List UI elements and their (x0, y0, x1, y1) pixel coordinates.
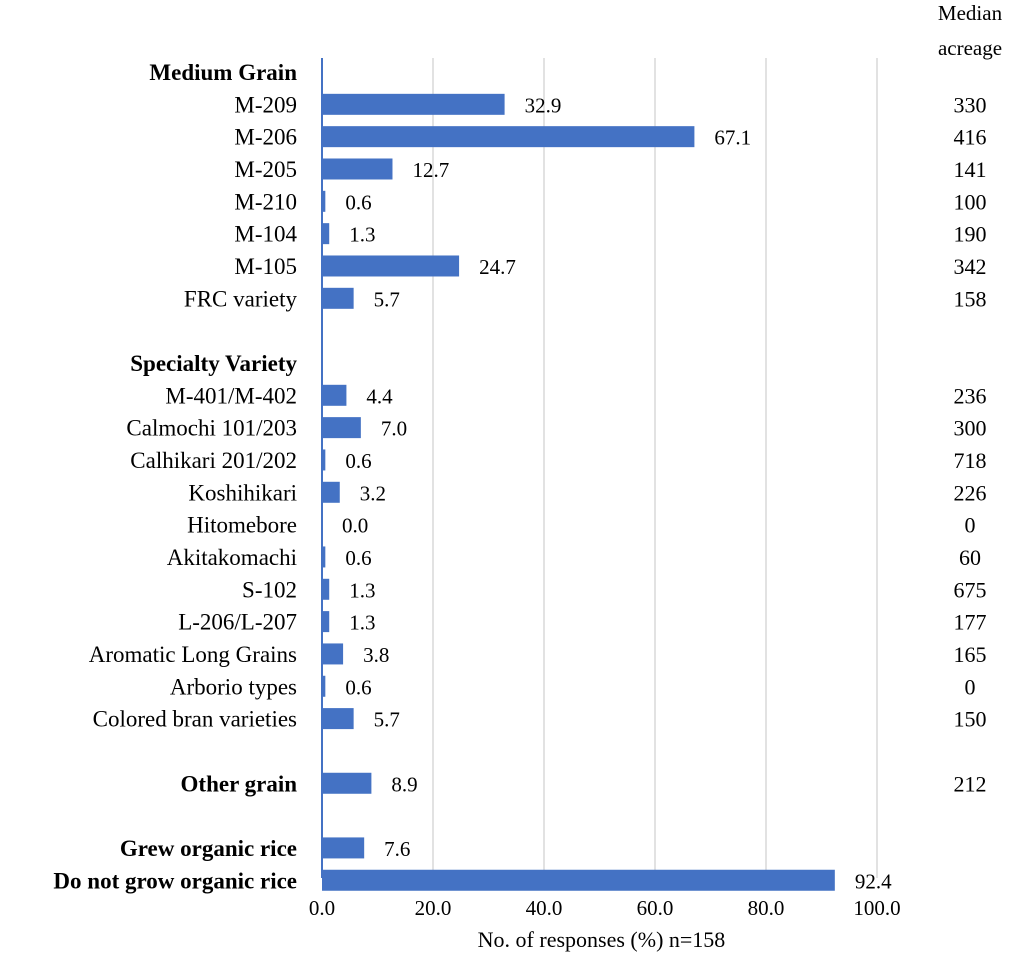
data-label: 0.6 (345, 190, 371, 214)
data-label: 5.7 (374, 287, 400, 311)
median-acreage-value: 177 (954, 610, 987, 635)
bar (322, 869, 835, 891)
data-label: 3.8 (363, 643, 389, 667)
data-label: 12.7 (412, 158, 449, 182)
median-acreage-value: 165 (954, 642, 987, 667)
bar (322, 611, 330, 633)
median-acreage-value: 212 (954, 771, 987, 796)
data-label: 1.3 (349, 578, 375, 602)
x-tick-labels: 0.0 20.0 40.0 60.0 80.0 100.0 (309, 896, 901, 920)
category-label: Colored bran varieties (93, 707, 297, 732)
data-label: 7.0 (381, 417, 407, 441)
median-acreage-value: 718 (954, 448, 987, 473)
data-label: 0.6 (345, 675, 371, 699)
median-acreage-value: 141 (954, 157, 987, 182)
bar (322, 417, 361, 439)
category-label: Hitomebore (187, 513, 297, 538)
category-label: Other grain (181, 771, 298, 796)
x-tick-label: 80.0 (748, 896, 785, 920)
bar (322, 384, 347, 406)
x-tick-label: 60.0 (637, 896, 674, 920)
median-acreage-value: 330 (954, 92, 987, 117)
median-acreage-value: 342 (954, 254, 987, 279)
category-label: Akitakomachi (167, 545, 297, 570)
median-acreage-value: 0 (965, 513, 976, 538)
bar (322, 158, 393, 180)
x-tick-label: 0.0 (309, 896, 335, 920)
category-label: M-401/M-402 (165, 383, 297, 408)
median-acreage-value: 190 (954, 222, 987, 247)
bar (322, 675, 326, 697)
bars (322, 93, 835, 891)
category-label: Do not grow organic rice (53, 868, 297, 893)
group-header-label: Specialty Variety (130, 351, 297, 376)
data-label: 32.9 (525, 93, 562, 117)
data-label: 4.4 (366, 384, 393, 408)
bar (322, 546, 326, 568)
data-label: 0.0 (342, 514, 368, 538)
bar (322, 772, 372, 794)
data-label: 3.2 (360, 481, 386, 505)
category-label: Calhikari 201/202 (130, 448, 297, 473)
category-label: L-206/L-207 (178, 610, 297, 635)
data-label: 92.4 (855, 869, 892, 893)
median-acreage-value: 236 (954, 383, 987, 408)
median-header-line-2: acreage (938, 36, 1002, 60)
category-label: Arborio types (170, 674, 297, 699)
median-header-line-1: Median (938, 1, 1003, 25)
bar (322, 93, 505, 115)
category-label: S-102 (242, 577, 297, 602)
category-label: M-205 (234, 157, 297, 182)
data-label: 5.7 (374, 708, 400, 732)
median-acreage-value: 60 (959, 545, 981, 570)
value-labels: 32.9 67.1 12.7 0.6 1.3 24.7 5.7 4.4 7.0 0.6 3.2 0.0… (342, 93, 892, 893)
data-label: 1.3 (349, 611, 375, 635)
category-label: M-210 (234, 189, 297, 214)
median-acreage-value: 158 (954, 286, 987, 311)
category-label: M-209 (234, 92, 297, 117)
category-label: M-104 (234, 222, 297, 247)
category-label: M-105 (234, 254, 297, 279)
category-label: FRC variety (184, 286, 298, 311)
median-acreage-value: 100 (954, 189, 987, 214)
x-tick-label: 100.0 (853, 896, 900, 920)
category-label: Calmochi 101/203 (126, 416, 297, 441)
data-label: 24.7 (479, 255, 516, 279)
bar (322, 449, 326, 471)
data-label: 1.3 (349, 223, 375, 247)
median-acreage-value: 150 (954, 707, 987, 732)
bar (322, 643, 344, 665)
median-acreage-value: 226 (954, 480, 987, 505)
median-acreage-value: 300 (954, 416, 987, 441)
data-label: 0.6 (345, 546, 371, 570)
median-acreage-column: Median acreage 330 416 141 100 190 342 158 236 3… (938, 1, 1003, 796)
x-axis-label: No. of responses (%) n=158 (478, 927, 726, 952)
data-label: 67.1 (714, 126, 751, 150)
category-label: M-206 (234, 125, 297, 150)
bar (322, 578, 330, 600)
category-label: Grew organic rice (120, 836, 297, 861)
bar (322, 837, 365, 859)
gridlines (432, 58, 878, 878)
bar (322, 255, 460, 277)
bar (322, 190, 326, 212)
group-header-label: Medium Grain (149, 60, 297, 85)
x-tick-label: 40.0 (526, 896, 563, 920)
category-label: Koshihikari (188, 480, 297, 505)
category-label: Aromatic Long Grains (89, 642, 297, 667)
data-label: 7.6 (384, 837, 410, 861)
median-acreage-value: 675 (954, 577, 987, 602)
category-labels: Medium Grain M-209 M-206 M-205 M-210 M-104 M-1… (53, 60, 297, 893)
bar (322, 126, 695, 148)
bar (322, 223, 330, 245)
median-acreage-value: 416 (954, 125, 987, 150)
bar (322, 708, 354, 730)
data-label: 0.6 (345, 449, 371, 473)
bar (322, 481, 340, 503)
data-label: 8.9 (391, 772, 417, 796)
x-tick-label: 20.0 (415, 896, 452, 920)
bar (322, 287, 354, 309)
median-acreage-value: 0 (965, 674, 976, 699)
